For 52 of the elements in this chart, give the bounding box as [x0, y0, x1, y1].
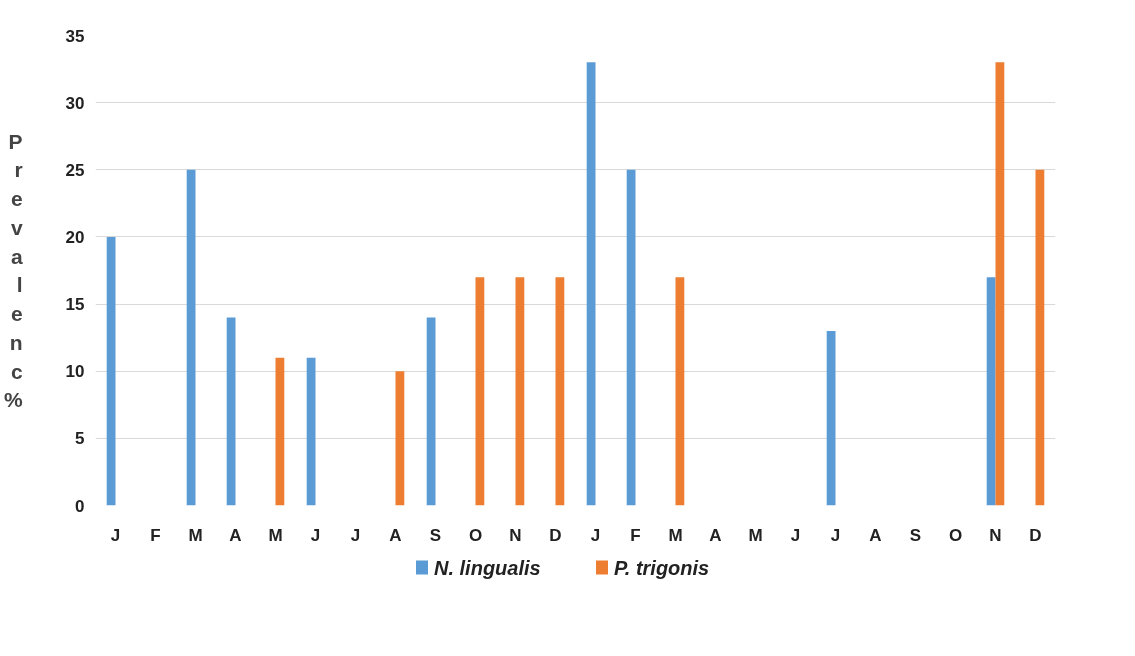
x-tick-label: J: [110, 525, 121, 545]
x-tick-label: A: [709, 525, 722, 545]
legend-label: N. lingualis: [434, 556, 541, 579]
bar: [186, 169, 196, 506]
x-tick-label: A: [869, 525, 882, 545]
bar: [675, 277, 685, 506]
bar: [106, 236, 116, 506]
bar: [515, 277, 525, 506]
x-tick-label: M: [188, 525, 203, 545]
y-tick-label: 15: [65, 295, 85, 315]
y-tick-label: 35: [65, 26, 85, 46]
x-tick-label: O: [948, 525, 963, 545]
x-tick-label: J: [790, 525, 801, 545]
bar: [586, 62, 596, 506]
bar: [1035, 169, 1045, 506]
x-tick-label: N: [509, 525, 522, 545]
bar: [395, 371, 405, 506]
bar: [986, 277, 996, 506]
y-tick-label: 30: [65, 93, 85, 113]
bar: [306, 357, 316, 506]
x-tick-label: M: [268, 525, 283, 545]
x-tick-label: J: [310, 525, 321, 545]
x-tick-label: F: [630, 525, 641, 545]
x-tick-label: A: [389, 525, 402, 545]
x-tick-label: M: [748, 525, 763, 545]
x-tick-label: A: [229, 525, 242, 545]
x-tick-label: J: [830, 525, 841, 545]
bar: [555, 277, 565, 506]
y-tick-label: 5: [75, 429, 85, 449]
y-tick-label: 10: [65, 362, 85, 382]
x-tick-label: D: [1029, 525, 1042, 545]
text: Prevalenc%: [3, 129, 23, 412]
y-tick-label: 25: [65, 160, 85, 180]
x-tick-label: S: [909, 525, 922, 545]
x-tick-label: D: [549, 525, 562, 545]
legend-label: P. trigonis: [614, 556, 710, 579]
bar: [475, 277, 485, 506]
bar: [995, 62, 1005, 506]
x-tick-label: J: [350, 525, 361, 545]
x-tick-label: N: [989, 525, 1002, 545]
bar: [226, 317, 236, 506]
bar: [426, 317, 436, 506]
y-tick-label: 0: [75, 496, 85, 516]
bar: [275, 357, 285, 506]
x-tick-label: S: [429, 525, 442, 545]
x-tick-label: J: [590, 525, 601, 545]
bar: [826, 330, 836, 506]
x-tick-label: F: [150, 525, 161, 545]
x-tick-label: O: [468, 525, 483, 545]
x-tick-label: M: [668, 525, 683, 545]
bar: [626, 169, 636, 506]
y-tick-label: 20: [65, 227, 85, 247]
